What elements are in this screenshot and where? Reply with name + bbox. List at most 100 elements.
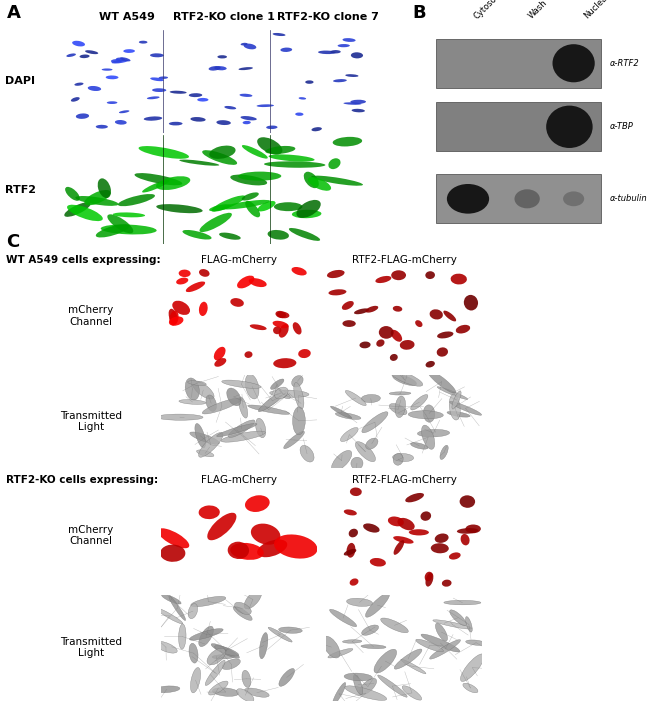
Ellipse shape xyxy=(235,602,252,615)
Ellipse shape xyxy=(300,445,314,462)
Ellipse shape xyxy=(463,684,478,693)
Ellipse shape xyxy=(242,192,259,200)
Ellipse shape xyxy=(345,391,366,406)
Ellipse shape xyxy=(465,525,481,533)
Text: RTF2-FLAG-mCherry: RTF2-FLAG-mCherry xyxy=(352,475,457,485)
Ellipse shape xyxy=(216,120,231,125)
Ellipse shape xyxy=(343,640,362,643)
Ellipse shape xyxy=(361,394,380,403)
Ellipse shape xyxy=(157,528,189,549)
Ellipse shape xyxy=(179,159,219,166)
Ellipse shape xyxy=(344,673,372,681)
Ellipse shape xyxy=(239,67,253,70)
Ellipse shape xyxy=(71,97,80,102)
Ellipse shape xyxy=(98,178,111,198)
Ellipse shape xyxy=(135,173,182,185)
Ellipse shape xyxy=(220,200,270,210)
Text: RTF2-KO clone 7: RTF2-KO clone 7 xyxy=(278,11,379,22)
Ellipse shape xyxy=(435,533,448,543)
Ellipse shape xyxy=(169,317,183,326)
Ellipse shape xyxy=(304,172,319,188)
Ellipse shape xyxy=(428,370,456,393)
Ellipse shape xyxy=(199,302,207,316)
Ellipse shape xyxy=(195,424,205,448)
Ellipse shape xyxy=(416,639,443,652)
Ellipse shape xyxy=(190,432,219,444)
Ellipse shape xyxy=(266,126,278,129)
Ellipse shape xyxy=(306,80,313,84)
Ellipse shape xyxy=(251,523,280,545)
Ellipse shape xyxy=(279,324,289,337)
Ellipse shape xyxy=(162,595,181,604)
Ellipse shape xyxy=(322,636,340,658)
Text: RTF2-KO clone 1: RTF2-KO clone 1 xyxy=(174,11,275,22)
Ellipse shape xyxy=(222,380,261,388)
Ellipse shape xyxy=(199,626,213,647)
Ellipse shape xyxy=(444,600,481,605)
Ellipse shape xyxy=(209,66,221,70)
Ellipse shape xyxy=(457,528,478,533)
Ellipse shape xyxy=(389,370,422,386)
Ellipse shape xyxy=(268,154,315,162)
Ellipse shape xyxy=(255,419,266,438)
Ellipse shape xyxy=(430,640,460,659)
Ellipse shape xyxy=(190,668,201,693)
Ellipse shape xyxy=(190,597,226,607)
Ellipse shape xyxy=(292,376,303,387)
Ellipse shape xyxy=(139,41,148,44)
Ellipse shape xyxy=(333,79,347,83)
Text: Wash: Wash xyxy=(527,0,549,21)
Ellipse shape xyxy=(411,442,428,449)
Ellipse shape xyxy=(376,340,385,347)
Ellipse shape xyxy=(291,267,307,276)
Ellipse shape xyxy=(363,523,380,533)
Ellipse shape xyxy=(214,347,226,360)
Ellipse shape xyxy=(179,400,206,404)
Ellipse shape xyxy=(268,628,292,642)
Ellipse shape xyxy=(379,326,394,339)
Ellipse shape xyxy=(155,641,177,653)
Ellipse shape xyxy=(259,633,268,659)
Ellipse shape xyxy=(449,552,461,559)
Ellipse shape xyxy=(279,627,302,633)
Ellipse shape xyxy=(219,233,240,240)
Ellipse shape xyxy=(332,450,352,471)
Ellipse shape xyxy=(244,688,269,697)
Ellipse shape xyxy=(327,270,344,278)
Text: Transmitted
Light: Transmitted Light xyxy=(60,637,122,658)
Ellipse shape xyxy=(124,49,135,53)
Ellipse shape xyxy=(230,298,244,307)
Ellipse shape xyxy=(107,215,133,233)
Ellipse shape xyxy=(415,320,423,327)
Ellipse shape xyxy=(437,332,454,338)
Ellipse shape xyxy=(447,411,470,417)
Ellipse shape xyxy=(67,205,103,221)
Ellipse shape xyxy=(240,43,248,45)
Ellipse shape xyxy=(237,689,254,701)
Ellipse shape xyxy=(239,94,252,97)
Ellipse shape xyxy=(450,401,482,415)
Ellipse shape xyxy=(449,394,460,420)
Ellipse shape xyxy=(359,342,370,348)
Ellipse shape xyxy=(169,596,186,620)
Ellipse shape xyxy=(272,33,285,36)
Ellipse shape xyxy=(452,391,461,409)
Ellipse shape xyxy=(292,210,321,218)
Ellipse shape xyxy=(388,516,404,526)
Ellipse shape xyxy=(328,289,346,295)
Ellipse shape xyxy=(277,312,289,318)
Ellipse shape xyxy=(189,628,223,640)
Ellipse shape xyxy=(328,158,341,169)
Ellipse shape xyxy=(365,306,378,312)
Ellipse shape xyxy=(344,686,387,701)
Ellipse shape xyxy=(214,645,239,656)
Ellipse shape xyxy=(350,100,366,104)
Ellipse shape xyxy=(111,59,122,62)
Ellipse shape xyxy=(245,495,270,512)
Ellipse shape xyxy=(150,53,164,57)
Ellipse shape xyxy=(257,137,283,154)
Ellipse shape xyxy=(153,686,180,693)
Text: FLAG-mCherry: FLAG-mCherry xyxy=(202,255,277,265)
FancyBboxPatch shape xyxy=(436,39,601,88)
Ellipse shape xyxy=(460,654,484,681)
